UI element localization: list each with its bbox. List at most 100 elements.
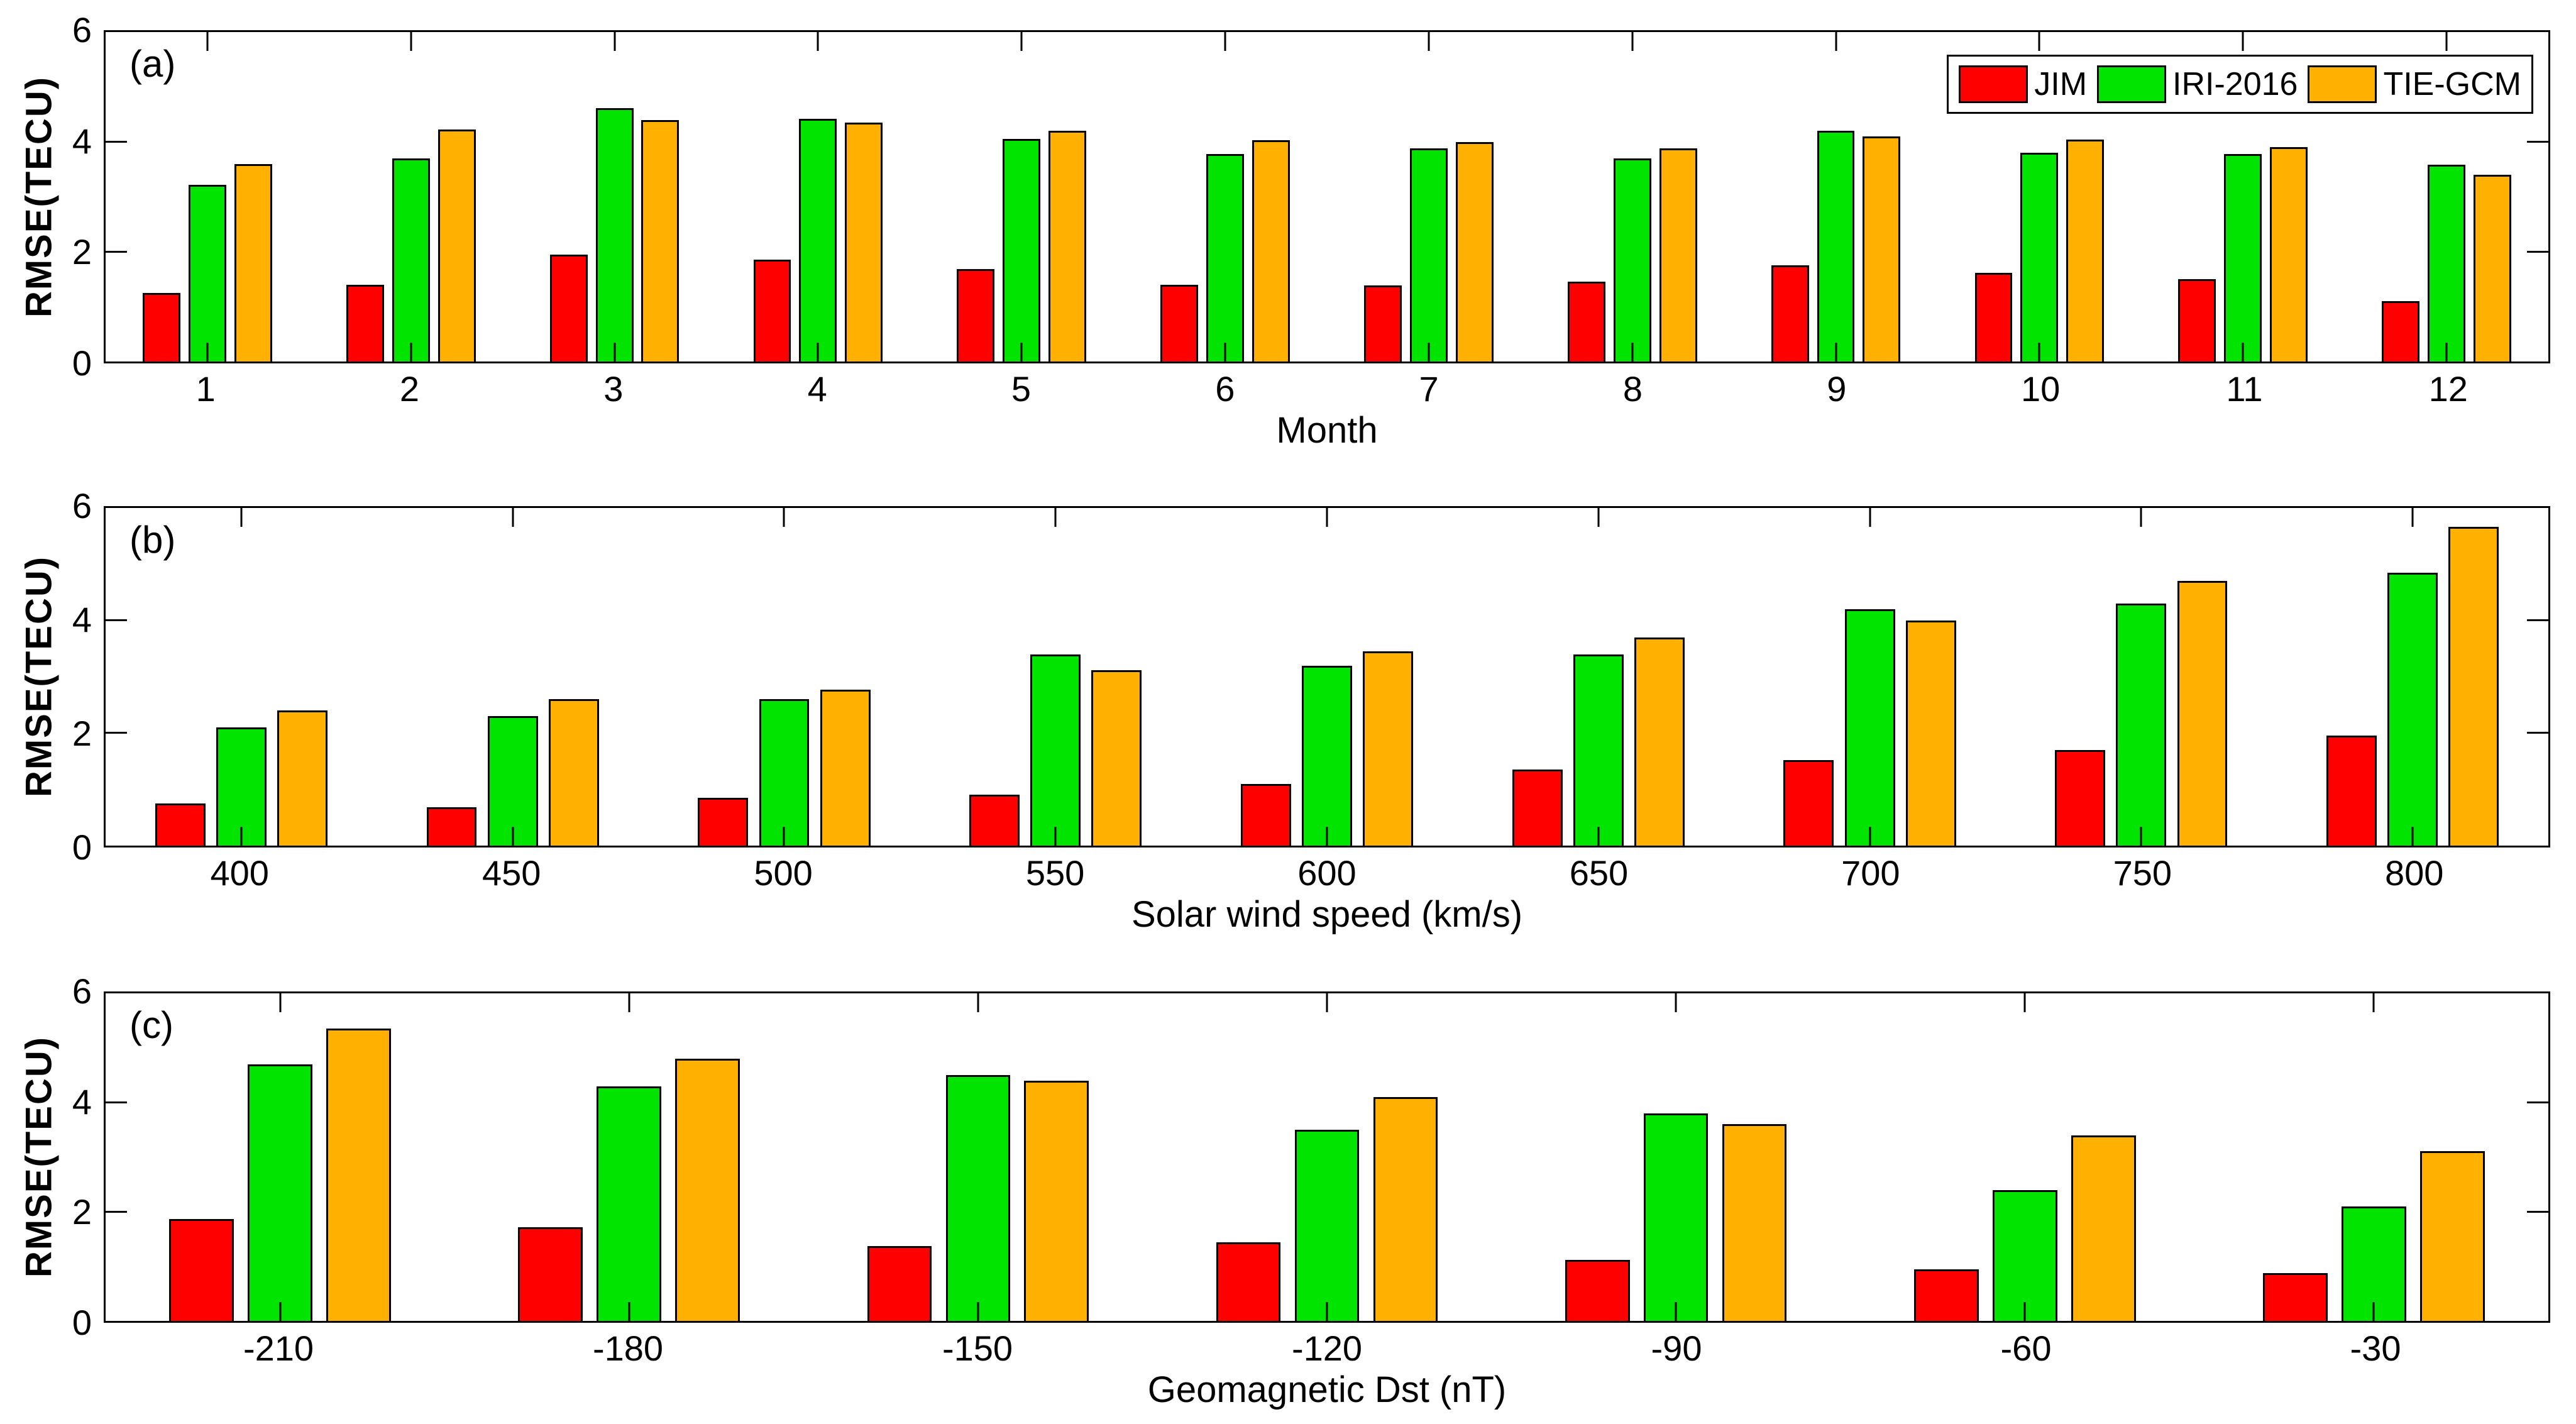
bar-group xyxy=(1191,508,1463,846)
y-axis-label: RMSE(TECU) xyxy=(18,1035,60,1278)
x-tick-mark xyxy=(2023,1302,2026,1321)
plot-area-month: (a) JIM IRI-2016 TIE-GCM xyxy=(104,30,2550,363)
bar-group xyxy=(1851,993,2199,1321)
bar-iri-2016 xyxy=(1613,158,1651,362)
bar-jim xyxy=(1771,265,1809,362)
x-tick-mark xyxy=(1675,993,1677,1012)
legend-swatch-iri-2016 xyxy=(2097,65,2167,103)
bar-iri-2016 xyxy=(1302,665,1352,846)
bar-iri-2016 xyxy=(487,716,538,846)
bar-tie-gcm xyxy=(1091,670,1142,846)
y-tick-label: 0 xyxy=(72,1303,92,1342)
x-tick-mark xyxy=(1597,827,1600,846)
bar-iri-2016 xyxy=(1573,654,1624,846)
x-tick-mark xyxy=(206,343,209,362)
x-tick-mark xyxy=(1428,32,1430,51)
y-tick-label: 0 xyxy=(72,827,92,867)
bar-tie-gcm xyxy=(326,1028,391,1321)
y-tick-mark xyxy=(106,732,127,734)
x-tick-label: 450 xyxy=(482,853,541,893)
bar-group xyxy=(2141,32,2345,362)
panel-letter: (b) xyxy=(129,519,176,561)
x-tick-mark xyxy=(783,508,785,527)
x-tick-label: 600 xyxy=(1297,853,1357,893)
legend: JIM IRI-2016 TIE-GCM xyxy=(1947,55,2533,114)
bar-jim xyxy=(2178,279,2216,362)
bar-group xyxy=(377,508,649,846)
bar-groups xyxy=(106,32,2548,362)
x-tick-mark xyxy=(2038,32,2040,51)
bar-group xyxy=(1152,993,1501,1321)
bar-jim xyxy=(1565,1259,1630,1321)
x-tick-label: 12 xyxy=(2428,369,2468,409)
bar-jim xyxy=(1364,285,1402,362)
bar-tie-gcm xyxy=(438,130,476,362)
bar-group xyxy=(920,508,1191,846)
bar-jim xyxy=(426,807,477,846)
bar-group xyxy=(1531,32,1734,362)
x-tick-label: -120 xyxy=(1291,1328,1363,1368)
x-tick-label: -210 xyxy=(243,1328,314,1368)
legend-item-jim: JIM xyxy=(1959,65,2087,103)
bar-iri-2016 xyxy=(1992,1189,2057,1321)
x-tick-label: -30 xyxy=(2350,1328,2401,1368)
bar-groups xyxy=(106,993,2548,1321)
bar-tie-gcm xyxy=(1659,148,1697,362)
x-tick-mark xyxy=(1054,508,1057,527)
x-tick-mark xyxy=(2023,993,2026,1012)
bar-iri-2016 xyxy=(216,727,267,846)
bar-jim xyxy=(1216,1242,1281,1321)
bar-jim xyxy=(2382,301,2420,362)
bar-iri-2016 xyxy=(2342,1206,2406,1321)
bar-jim xyxy=(867,1246,932,1321)
bar-iri-2016 xyxy=(1409,148,1448,362)
x-tick-label: 8 xyxy=(1622,369,1643,409)
x-tick-label: -180 xyxy=(592,1328,664,1368)
bar-iri-2016 xyxy=(945,1075,1011,1321)
x-tick-mark xyxy=(977,1302,979,1321)
x-tick-label: 2 xyxy=(399,369,420,409)
bar-group xyxy=(106,508,377,846)
bar-iri-2016 xyxy=(1844,609,1895,846)
x-tick-mark xyxy=(2242,32,2244,51)
bar-iri-2016 xyxy=(2020,153,2059,362)
bar-jim xyxy=(549,254,588,362)
x-tick-mark xyxy=(614,343,616,362)
x-tick-label: -150 xyxy=(942,1328,1013,1368)
legend-label-iri-2016: IRI-2016 xyxy=(2172,66,2298,102)
x-tick-mark xyxy=(410,343,412,362)
x-axis-label: Solar wind speed (km/s) xyxy=(1131,894,1523,935)
bar-tie-gcm xyxy=(2270,147,2308,362)
bar-iri-2016 xyxy=(392,158,430,362)
bar-group xyxy=(1327,32,1531,362)
bar-iri-2016 xyxy=(1817,131,1855,362)
x-tick-mark xyxy=(2140,508,2142,527)
bar-jim xyxy=(155,803,206,846)
bar-jim xyxy=(969,795,1020,846)
x-tick-label: 10 xyxy=(2020,369,2061,409)
x-tick-mark xyxy=(1326,993,1328,1012)
x-tick-mark xyxy=(2372,993,2375,1012)
x-tick-mark xyxy=(1020,32,1023,51)
bar-group xyxy=(2345,32,2548,362)
x-tick-mark xyxy=(1224,32,1226,51)
bar-jim xyxy=(1512,770,1563,846)
legend-swatch-jim xyxy=(1959,65,2028,103)
bar-group xyxy=(716,32,920,362)
legend-item-iri-2016: IRI-2016 xyxy=(2097,65,2298,103)
y-tick-mark xyxy=(2527,619,2548,622)
x-tick-label: 3 xyxy=(603,369,624,409)
x-tick-label: 800 xyxy=(2385,853,2444,893)
y-tick-mark xyxy=(106,619,127,622)
bar-tie-gcm xyxy=(1363,651,1414,846)
panel-letter: (a) xyxy=(129,43,176,85)
bar-jim xyxy=(1240,783,1291,846)
x-tick-label: 500 xyxy=(754,853,813,893)
x-tick-mark xyxy=(783,827,785,846)
bar-jim xyxy=(346,284,384,362)
bar-jim xyxy=(1914,1269,1979,1321)
x-tick-mark xyxy=(614,32,616,51)
bar-group xyxy=(454,993,803,1321)
x-tick-mark xyxy=(206,32,209,51)
bar-iri-2016 xyxy=(188,184,226,362)
